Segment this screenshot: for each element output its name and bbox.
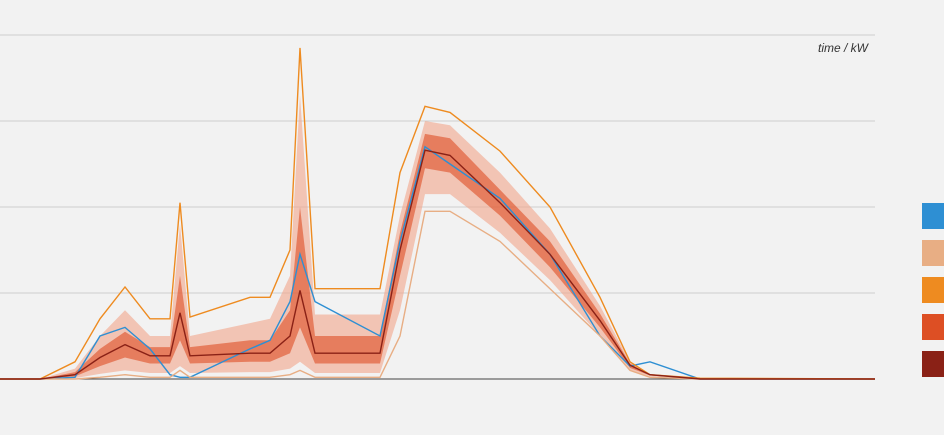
legend-swatch xyxy=(922,351,944,377)
legend-swatch xyxy=(922,240,944,266)
legend-swatch xyxy=(922,277,944,303)
series-line xyxy=(0,149,875,380)
annotation: time / kW xyxy=(818,41,870,55)
legend-swatch xyxy=(922,203,944,229)
series-line xyxy=(0,47,876,380)
legend-swatch xyxy=(922,314,944,340)
series-line xyxy=(0,210,875,380)
